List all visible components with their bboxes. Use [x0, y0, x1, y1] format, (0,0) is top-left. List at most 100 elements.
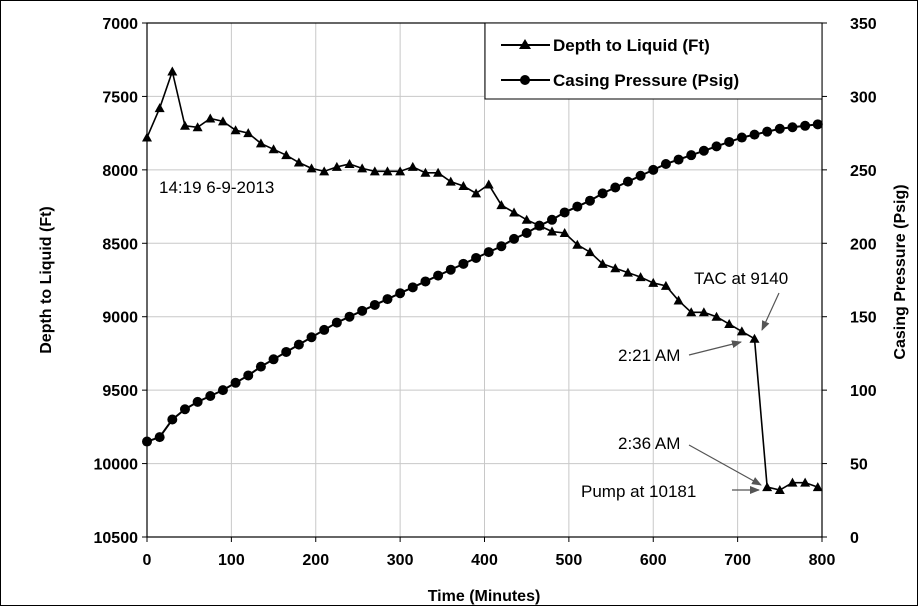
depth-point: [382, 166, 393, 176]
depth-point: [622, 267, 633, 277]
pressure-point: [800, 120, 811, 131]
depth-point: [698, 307, 709, 317]
pressure-point: [635, 170, 646, 181]
pressure-point: [774, 123, 785, 134]
pressure-point: [433, 270, 444, 281]
depth-point: [407, 161, 418, 171]
annotation-pump: Pump at 10181: [581, 482, 696, 501]
depth-point: [395, 166, 406, 176]
x-tick-label: 0: [143, 552, 152, 569]
pressure-point: [572, 201, 583, 212]
legend-label-depth: Depth to Liquid (Ft): [553, 36, 710, 55]
pressure-point: [458, 258, 469, 269]
pressure-point: [496, 241, 507, 252]
depth-point: [293, 157, 304, 167]
depth-point: [243, 128, 254, 138]
depth-point: [584, 247, 595, 257]
depth-point: [319, 166, 330, 176]
depth-point: [483, 179, 494, 189]
depth-point: [331, 161, 342, 171]
x-axis-ticks: 0 100 200 300 400 500 600 700 800: [143, 537, 836, 569]
legend-box: [484, 22, 823, 100]
left-tick-label: 8500: [102, 236, 138, 253]
pressure-point: [483, 247, 494, 258]
pressure-point: [167, 414, 178, 425]
arrow-236-am: [688, 444, 762, 486]
depth-point: [306, 163, 317, 173]
pressure-point: [319, 324, 330, 335]
annotations: 14:19 6-9-2013 TAC at 9140 2:21 AM 2:36 …: [159, 178, 788, 501]
depth-point: [217, 116, 228, 126]
pressure-point: [660, 158, 671, 169]
depth-point: [762, 482, 773, 492]
depth-point: [800, 477, 811, 487]
series-depth-to-liquid: [142, 66, 823, 495]
pressure-point: [357, 305, 368, 316]
pressure-point: [217, 385, 228, 396]
depth-point: [344, 158, 355, 168]
pressure-point: [673, 154, 684, 165]
pressure-point: [382, 294, 393, 305]
pressure-point: [255, 361, 266, 372]
pressure-point: [205, 391, 216, 402]
depth-point: [521, 214, 532, 224]
pressure-point: [306, 332, 317, 343]
pressure-point: [420, 276, 431, 287]
depth-point: [509, 207, 520, 217]
depth-point: [597, 258, 608, 268]
x-tick-label: 400: [471, 552, 498, 569]
depth-point: [445, 176, 456, 186]
pressure-point: [395, 288, 406, 299]
x-tick-label: 700: [724, 552, 751, 569]
depth-point: [458, 181, 469, 191]
left-tick-label: 8000: [102, 163, 138, 180]
series-casing-pressure: [142, 119, 823, 447]
left-tick-label: 9000: [102, 310, 138, 327]
pressure-point: [749, 129, 760, 140]
right-tick-label: 100: [850, 383, 877, 400]
left-tick-label: 7500: [102, 89, 138, 106]
depth-point: [660, 280, 671, 290]
pressure-point: [344, 311, 355, 322]
annotation-221-am: 2:21 AM: [618, 346, 680, 365]
x-tick-label: 500: [556, 552, 583, 569]
annotation-start-time: 14:19 6-9-2013: [159, 178, 274, 197]
pressure-point: [471, 252, 482, 263]
depth-point: [686, 307, 697, 317]
depth-point: [673, 295, 684, 305]
x-tick-label: 300: [387, 552, 414, 569]
pressure-point: [711, 141, 722, 152]
x-tick-label: 200: [302, 552, 329, 569]
pressure-point: [521, 228, 532, 239]
depth-point: [420, 167, 431, 177]
right-tick-label: 200: [850, 236, 877, 253]
depth-point: [787, 477, 798, 487]
left-tick-label: 10000: [94, 457, 139, 474]
pressure-point: [686, 150, 697, 161]
depth-point: [281, 150, 292, 160]
depth-point: [192, 122, 203, 132]
right-axis-title: Casing Pressure (Psig): [892, 184, 909, 359]
x-tick-label: 800: [809, 552, 836, 569]
right-axis-ticks: 0 50 100 150 200 250 300 350: [822, 16, 877, 547]
legend-label-pressure: Casing Pressure (Psig): [553, 71, 739, 90]
pressure-point: [281, 346, 292, 357]
left-tick-label: 7000: [102, 16, 138, 33]
legend-circle-marker: [520, 75, 530, 85]
arrow-221-am: [688, 340, 742, 356]
x-tick-label: 600: [640, 552, 667, 569]
depth-point: [547, 226, 557, 236]
pressure-point: [293, 339, 304, 350]
right-tick-label: 350: [850, 16, 877, 33]
depth-point: [648, 277, 659, 287]
depth-point: [167, 66, 178, 76]
right-tick-label: 150: [850, 310, 877, 327]
right-tick-label: 250: [850, 163, 877, 180]
x-tick-label: 100: [218, 552, 245, 569]
pressure-point: [787, 122, 798, 133]
depth-point: [774, 485, 785, 495]
pressure-point: [812, 119, 823, 130]
pressure-point: [509, 233, 520, 244]
right-tick-label: 0: [850, 530, 859, 547]
